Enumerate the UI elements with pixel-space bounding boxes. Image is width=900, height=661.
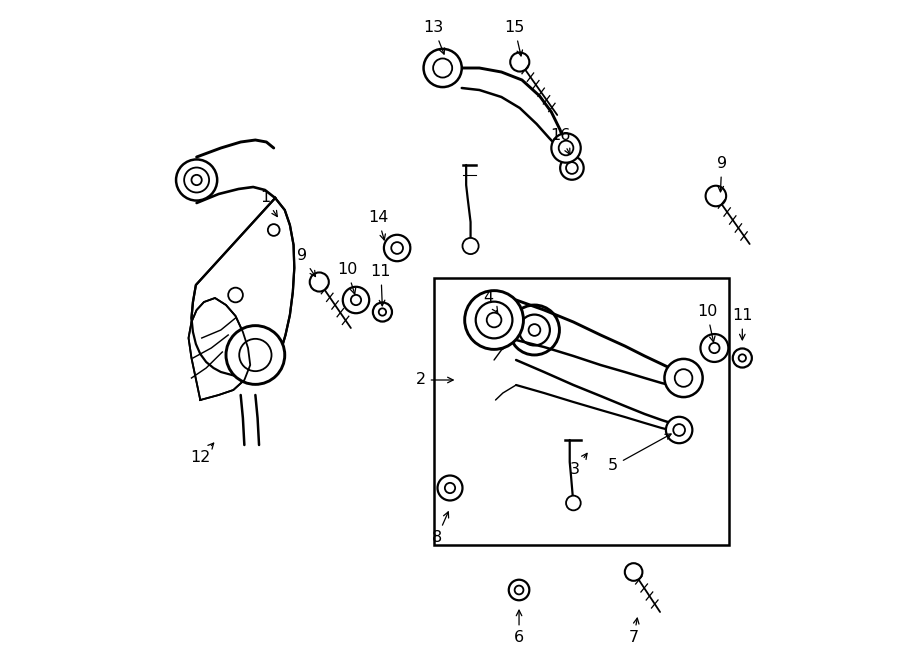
Circle shape	[509, 305, 560, 355]
Circle shape	[392, 242, 403, 254]
Circle shape	[666, 417, 692, 444]
Text: 10: 10	[337, 262, 357, 294]
Circle shape	[559, 141, 573, 155]
Polygon shape	[188, 298, 250, 400]
Circle shape	[437, 475, 463, 500]
Circle shape	[675, 369, 692, 387]
Circle shape	[706, 186, 726, 206]
Text: 8: 8	[432, 512, 448, 545]
Text: 11: 11	[371, 264, 392, 306]
Text: 7: 7	[628, 618, 639, 646]
Text: 13: 13	[424, 20, 445, 54]
Circle shape	[379, 308, 386, 316]
Circle shape	[176, 159, 217, 200]
Circle shape	[519, 315, 550, 346]
Circle shape	[433, 58, 452, 77]
Text: 15: 15	[504, 20, 525, 56]
Circle shape	[239, 339, 272, 371]
Circle shape	[487, 313, 501, 327]
Circle shape	[268, 224, 280, 236]
Circle shape	[733, 348, 751, 368]
Text: 11: 11	[732, 309, 752, 340]
Circle shape	[709, 343, 719, 353]
Polygon shape	[192, 198, 294, 382]
Circle shape	[445, 483, 455, 493]
Text: 3: 3	[570, 453, 587, 477]
Circle shape	[664, 359, 703, 397]
Text: 9: 9	[716, 157, 727, 192]
Circle shape	[184, 167, 209, 192]
Text: 5: 5	[608, 434, 671, 473]
Text: 1: 1	[260, 190, 277, 217]
Circle shape	[343, 287, 369, 313]
Circle shape	[700, 334, 728, 362]
Circle shape	[351, 295, 361, 305]
Circle shape	[310, 272, 328, 292]
Circle shape	[373, 303, 392, 321]
Circle shape	[566, 162, 578, 174]
Circle shape	[384, 235, 410, 261]
Circle shape	[463, 238, 479, 254]
Circle shape	[515, 586, 524, 594]
Circle shape	[739, 354, 746, 362]
Text: 16: 16	[550, 128, 571, 154]
Text: 9: 9	[297, 249, 316, 276]
Circle shape	[625, 563, 643, 581]
Text: 4: 4	[483, 290, 498, 313]
Circle shape	[510, 52, 529, 71]
Circle shape	[464, 291, 524, 350]
Circle shape	[192, 175, 202, 185]
Circle shape	[229, 288, 243, 302]
Text: 6: 6	[514, 610, 524, 646]
Circle shape	[566, 496, 580, 510]
Circle shape	[673, 424, 685, 436]
Circle shape	[508, 580, 529, 600]
Circle shape	[226, 326, 284, 385]
Circle shape	[560, 156, 584, 180]
Circle shape	[552, 134, 581, 163]
Text: 10: 10	[697, 305, 717, 342]
Text: 2: 2	[416, 373, 454, 387]
Circle shape	[424, 49, 462, 87]
Circle shape	[476, 301, 512, 338]
Circle shape	[528, 324, 540, 336]
Text: 14: 14	[368, 210, 388, 240]
Text: 12: 12	[190, 443, 213, 465]
Bar	[434, 278, 729, 545]
